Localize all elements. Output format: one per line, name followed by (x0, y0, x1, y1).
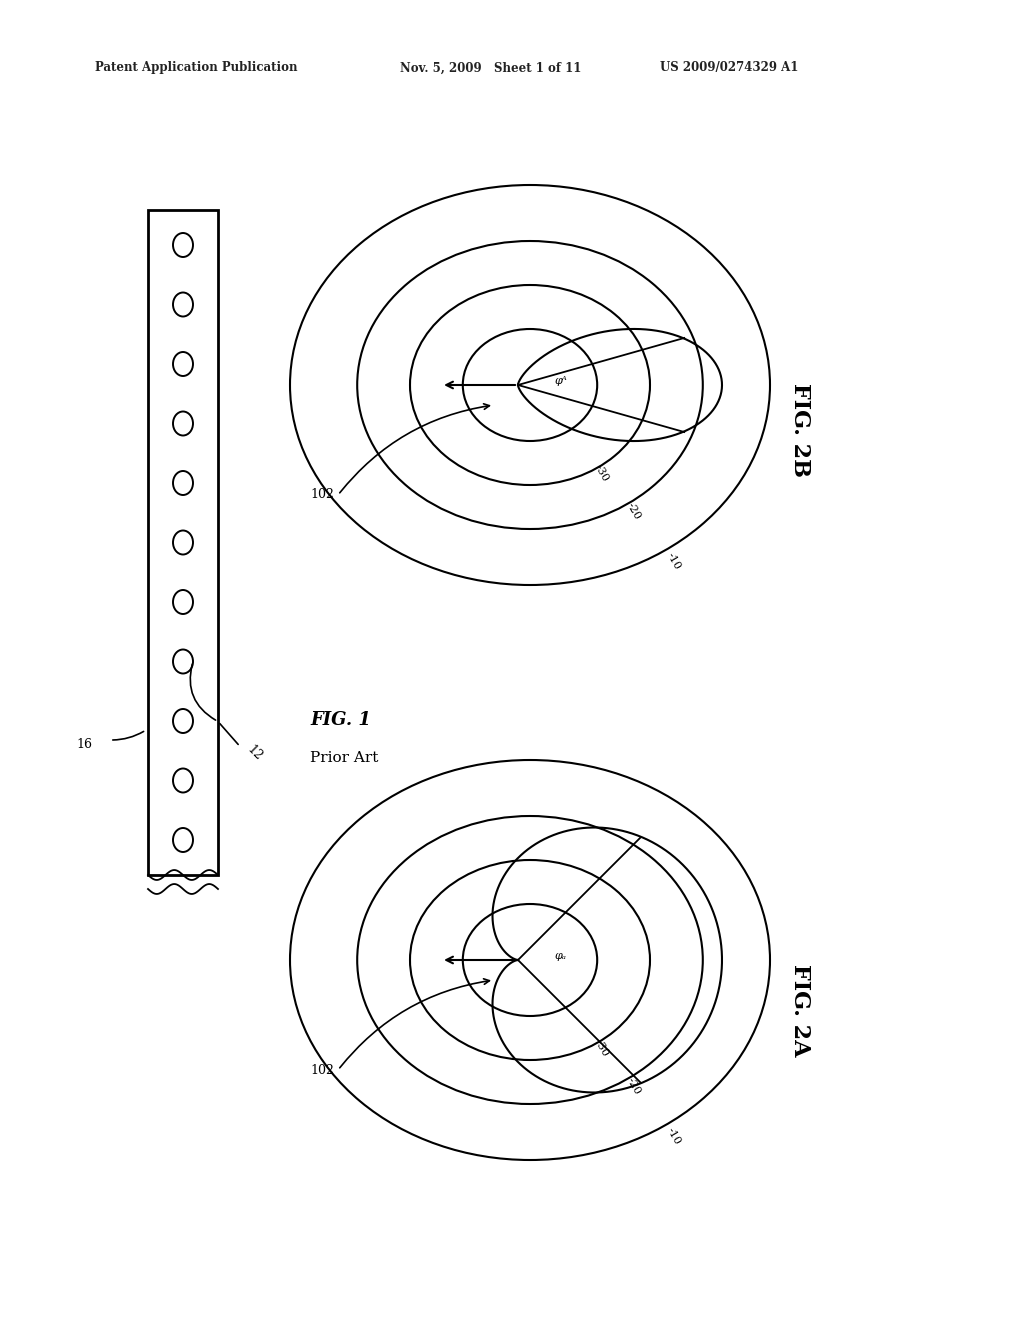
Text: -20: -20 (625, 502, 642, 521)
Text: -10: -10 (666, 1126, 683, 1146)
Text: Prior Art: Prior Art (310, 751, 379, 766)
Text: FIG. 2A: FIG. 2A (790, 964, 811, 1056)
Bar (148, 210, 218, 875)
Text: 16: 16 (76, 738, 92, 751)
Ellipse shape (173, 531, 193, 554)
Ellipse shape (173, 649, 193, 673)
Text: -30: -30 (593, 463, 611, 483)
Text: Nov. 5, 2009   Sheet 1 of 11: Nov. 5, 2009 Sheet 1 of 11 (400, 62, 582, 74)
Text: φᴬ: φᴬ (554, 376, 566, 385)
Text: -10: -10 (666, 550, 683, 572)
Ellipse shape (173, 590, 193, 614)
Ellipse shape (173, 768, 193, 792)
Text: 102: 102 (310, 1064, 334, 1077)
Text: 102: 102 (310, 488, 334, 502)
Text: -30: -30 (593, 1038, 611, 1059)
Ellipse shape (173, 828, 193, 851)
Ellipse shape (173, 471, 193, 495)
Ellipse shape (173, 293, 193, 317)
Text: US 2009/0274329 A1: US 2009/0274329 A1 (660, 62, 799, 74)
Ellipse shape (173, 412, 193, 436)
Text: 12: 12 (244, 743, 264, 764)
Text: Patent Application Publication: Patent Application Publication (95, 62, 298, 74)
Text: -20: -20 (625, 1076, 642, 1097)
Text: φₐ: φₐ (554, 950, 566, 961)
Ellipse shape (173, 234, 193, 257)
Text: FIG. 2B: FIG. 2B (790, 383, 811, 477)
Ellipse shape (173, 352, 193, 376)
Ellipse shape (173, 709, 193, 733)
Text: FIG. 1: FIG. 1 (310, 711, 371, 729)
